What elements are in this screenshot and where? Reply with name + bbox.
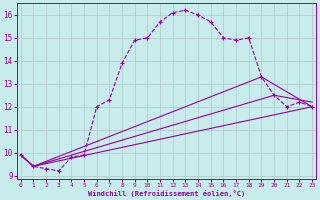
X-axis label: Windchill (Refroidissement éolien,°C): Windchill (Refroidissement éolien,°C): [88, 190, 245, 197]
